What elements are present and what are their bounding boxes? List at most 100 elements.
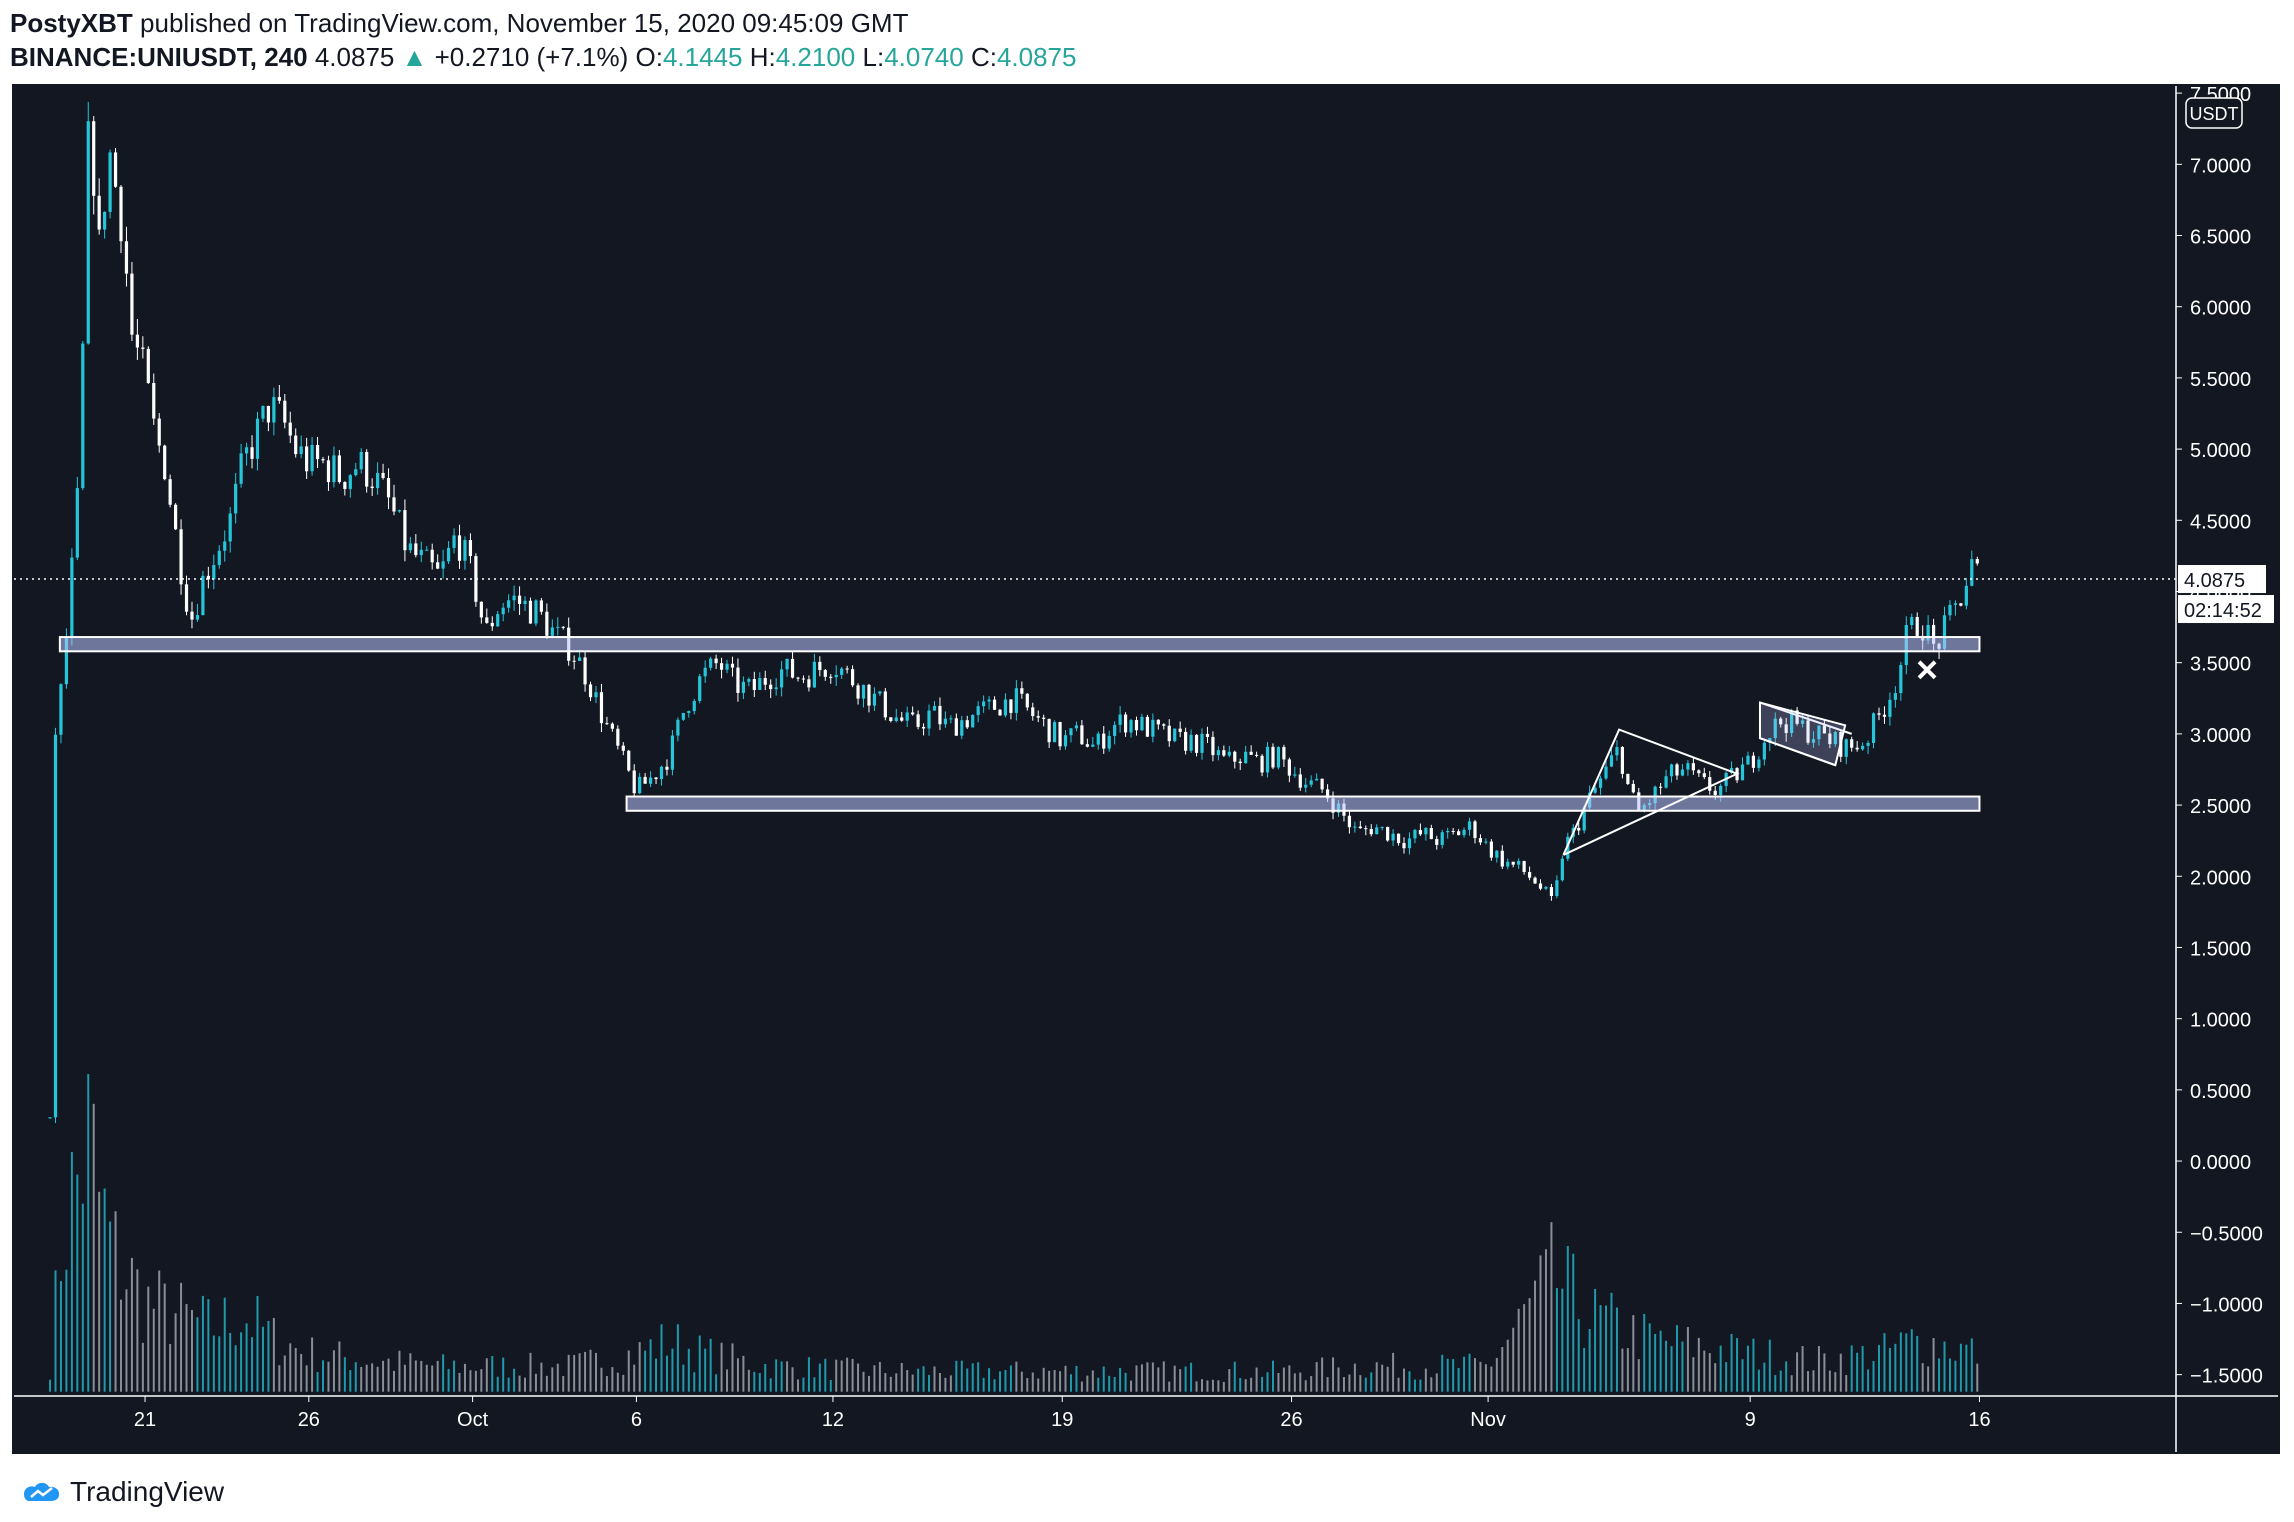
y-tick-label: 0.5000 [2190,1081,2251,1103]
candle-body [998,709,1002,716]
volume-bar [1403,1368,1406,1392]
candle-body [1009,699,1013,713]
candle-body [1806,720,1810,743]
candle-body [1129,720,1133,733]
volume-bar [1446,1358,1449,1392]
close-label: C: [970,42,997,72]
volume-bar [376,1366,379,1392]
volume-bar [1195,1381,1198,1392]
x-tick-label: 12 [822,1409,844,1431]
candle-body [796,677,800,679]
candle-body [239,453,243,484]
open-label: O: [635,42,663,72]
volume-bar [1408,1371,1411,1392]
volume-bar [1807,1371,1810,1392]
volume-bar [114,1211,117,1392]
candle-body [752,679,756,690]
candle-body [539,600,543,612]
candle-body [1680,769,1685,776]
tradingview-logo-icon [24,1482,60,1501]
volume-bar [791,1367,794,1392]
chart-frame[interactable]: 7.5000 7.0000 6.5000 6.0000 5.5000 5.0000 4.50… [12,84,2280,1454]
volume-bar [1075,1365,1078,1392]
candle-body [1069,728,1073,736]
volume-bar [633,1364,636,1392]
candle-body [1091,744,1095,747]
volume-bar [1113,1377,1116,1392]
y-tick-label: 6.0000 [2190,298,2251,320]
volume-bar [496,1376,499,1392]
candle-body [228,513,232,542]
volume-bar [1703,1350,1706,1392]
volume-bar [365,1364,368,1392]
volume-bar [671,1348,674,1392]
volume-bar [463,1363,466,1392]
volume-bar [780,1361,783,1392]
volume-bar [1637,1359,1640,1392]
volume-bar [1452,1359,1455,1392]
candle-body [1795,710,1799,724]
volume-bar [272,1317,275,1392]
candle-body [1244,751,1248,764]
candle-body [1970,559,1974,586]
volume-bar [354,1362,357,1392]
volume-bar [278,1365,281,1392]
candle-body [1063,735,1068,747]
volume-bar [1130,1380,1133,1392]
volume-bar [1468,1353,1471,1392]
volume-bar [1561,1288,1564,1392]
candle-body [1353,826,1357,828]
candle-body [578,657,582,661]
volume-bar [1293,1373,1296,1392]
candle-body [485,617,489,623]
candle-body [1800,720,1805,724]
y-tick-label: 3.0000 [2190,725,2251,747]
volume-bar [1812,1370,1815,1392]
volume-bar [267,1320,270,1392]
candle-body [1025,693,1029,708]
candle-body [146,348,150,384]
candle-body [512,595,516,601]
volume-bar [1179,1369,1182,1392]
candle-body [501,607,505,615]
support-zone [625,795,1981,812]
volume-bar [98,1191,101,1392]
candle-body [1609,755,1614,767]
volume-bar [190,1309,193,1392]
y-tick-label: 1.0000 [2190,1010,2251,1032]
volume-bar [229,1333,232,1392]
candle-body [1931,624,1936,644]
volume-bar [873,1365,876,1392]
candle-body [479,601,483,618]
volume-bar [1550,1222,1553,1392]
candle-body [1440,832,1444,845]
y-tick-label: 0.0000 [2190,1152,2251,1174]
volume-bar [1736,1338,1739,1392]
candle-body [1702,773,1706,778]
symbol-line: BINANCE:UNIUSDT, 240 4.0875 ▲ +0.2710 (+… [10,42,1076,73]
brand-name: TradingView [70,1476,225,1507]
volume-bar [1424,1368,1427,1392]
volume-bar [1899,1332,1902,1392]
volume-bar [1948,1358,1951,1392]
flag-box [1758,701,1847,767]
candle-body [1320,778,1324,790]
volume-bar [704,1348,707,1392]
candle-body [1828,733,1832,745]
candle-body [1380,826,1384,828]
volume-bar [1441,1354,1444,1392]
y-tick-label: 1.5000 [2190,938,2251,960]
candle-body [152,383,156,419]
volume-bar [878,1362,881,1392]
candle-body [960,720,964,736]
tradingview-logo[interactable]: TradingView [22,1476,224,1508]
candle-body [1020,688,1024,694]
volume-bar [764,1364,767,1392]
volume-bar [698,1335,701,1392]
price-chart[interactable]: 7.50007.00006.50006.00005.50005.00004.50… [14,86,2278,1452]
candle-body [1538,883,1543,889]
volume-bar [895,1373,898,1392]
candle-body [730,663,735,668]
candle-body [1871,713,1876,743]
volume-bar [1135,1365,1138,1392]
